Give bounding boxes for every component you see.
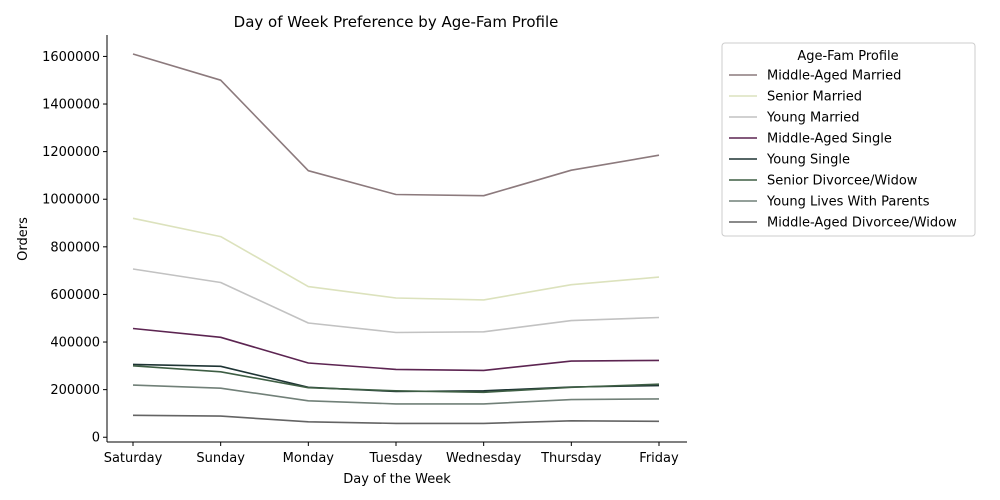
y-tick-label: 0 [92,431,100,446]
series-line-young-married [132,268,660,334]
axes [106,35,687,443]
x-tick-label: Thursday [540,451,602,466]
x-axis-label: Day of the Week [343,472,451,487]
y-tick-label: 800000 [50,240,100,255]
y-tick-label: 400000 [50,336,100,351]
legend-label: Senior Divorcee/Widow [767,174,918,189]
legend-label: Young Married [766,111,860,126]
series-line-middle-aged-divorcee-widow [132,414,660,425]
y-tick-label: 1200000 [42,145,100,160]
legend-label: Young Single [766,153,850,168]
series-line-middle-aged-married [132,53,660,197]
series-line-young-lives-with-parents [132,384,660,405]
legend-label: Middle-Aged Married [767,69,901,84]
legend-label: Senior Married [767,90,862,105]
x-tick-label: Monday [283,451,335,466]
legend-label: Young Lives With Parents [766,195,930,210]
x-tick-label: Friday [639,451,679,466]
legend-label: Middle-Aged Divorcee/Widow [767,216,957,231]
y-tick-label: 1400000 [42,98,100,113]
legend-title: Age-Fam Profile [797,49,898,64]
series-line-senior-divorcee-widow [132,365,660,394]
y-tick-label: 1000000 [42,193,100,208]
x-tick-label: Tuesday [369,451,423,466]
legend-frame [721,42,976,237]
legend: Age-Fam Profile Middle-Aged Married Senio… [721,42,976,237]
legend-label: Middle-Aged Single [767,132,892,147]
y-tick-label: 1600000 [42,50,100,65]
x-tick-label: Sunday [196,451,245,466]
series-lines [132,53,660,425]
series-line-middle-aged-single [132,327,660,372]
series-line-senior-married [132,217,660,301]
x-tick-label: Wednesday [446,451,522,466]
y-ticks: 0 200000 400000 600000 800000 1000000 1200000 1… [42,50,107,446]
y-tick-label: 200000 [50,383,100,398]
y-tick-label: 600000 [50,288,100,303]
chart-title: Day of Week Preference by Age-Fam Profil… [234,13,559,31]
legend-items: Middle-Aged Married Senior Married Young M… [729,69,957,231]
x-tick-label: Saturday [104,451,163,466]
y-axis-label: Orders [16,217,31,261]
x-ticks: Saturday Sunday Monday Tuesday Wednesday Thur… [104,442,679,466]
